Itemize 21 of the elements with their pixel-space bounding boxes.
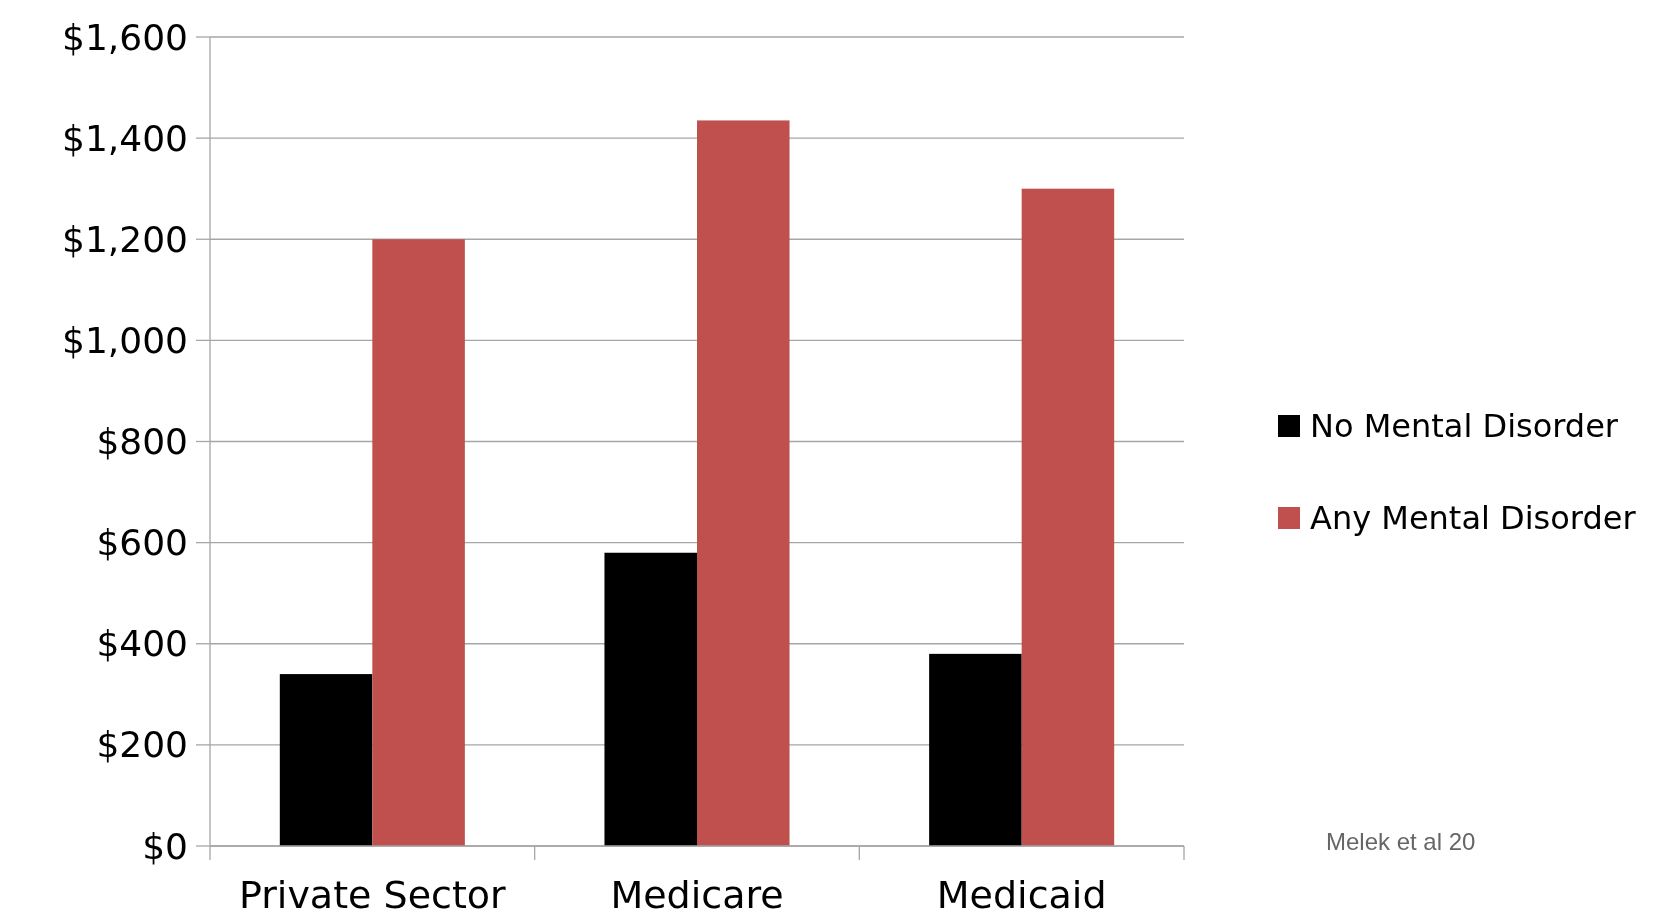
y-tick-label: $1,400 [62, 117, 188, 159]
x-tick-label: Medicaid [936, 873, 1107, 917]
bar [372, 239, 465, 846]
y-tick-label: $1,600 [62, 16, 188, 58]
y-tick-label: $400 [96, 623, 188, 665]
y-tick-label: $800 [96, 421, 188, 462]
bar [1021, 188, 1115, 846]
bar [604, 552, 697, 846]
text: Melek et al 20 [1326, 828, 1476, 855]
x-tick-label: Medicare [610, 873, 784, 917]
bar [697, 120, 790, 846]
y-tick-label: $0 [142, 825, 188, 867]
legend-label: No Mental Disorder [1310, 407, 1619, 445]
y-tick-label: $200 [96, 724, 188, 766]
bar [929, 653, 1022, 846]
y-tick-label: $600 [96, 522, 188, 564]
y-tick-label: $1,200 [62, 218, 188, 260]
legend-label: Any Mental Disorder [1310, 499, 1637, 537]
y-tick-label: $1,000 [62, 319, 188, 361]
x-tick-label: Private Sector [238, 873, 507, 917]
bar [279, 674, 373, 846]
